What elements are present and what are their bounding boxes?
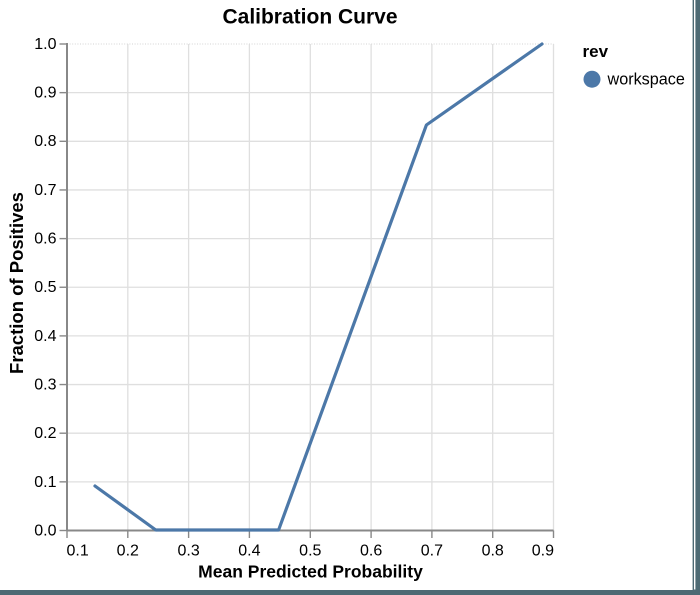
svg-text:0.9: 0.9: [532, 542, 554, 559]
svg-text:Calibration Curve: Calibration Curve: [222, 6, 397, 29]
svg-text:0.3: 0.3: [177, 542, 199, 559]
svg-text:0.4: 0.4: [238, 542, 260, 559]
svg-text:0.1: 0.1: [34, 474, 56, 491]
svg-text:0.6: 0.6: [34, 231, 56, 248]
svg-text:0.7: 0.7: [34, 182, 56, 199]
svg-text:0.2: 0.2: [34, 425, 56, 442]
svg-text:0.4: 0.4: [34, 328, 56, 345]
svg-text:0.9: 0.9: [34, 85, 56, 102]
svg-text:0.0: 0.0: [34, 522, 56, 539]
svg-text:0.7: 0.7: [421, 542, 443, 559]
svg-text:0.5: 0.5: [34, 279, 56, 296]
svg-text:Mean Predicted Probability: Mean Predicted Probability: [198, 562, 423, 582]
svg-text:0.5: 0.5: [299, 542, 321, 559]
svg-text:0.6: 0.6: [360, 542, 382, 559]
svg-text:0.3: 0.3: [34, 376, 56, 393]
svg-text:Fraction of Positives: Fraction of Positives: [6, 192, 27, 374]
svg-text:0.1: 0.1: [67, 542, 89, 559]
svg-text:rev: rev: [583, 42, 609, 61]
svg-text:workspace: workspace: [607, 70, 685, 88]
svg-text:0.2: 0.2: [117, 542, 139, 559]
svg-text:1.0: 1.0: [34, 36, 56, 53]
svg-text:0.8: 0.8: [482, 542, 504, 559]
svg-text:0.8: 0.8: [34, 133, 56, 150]
